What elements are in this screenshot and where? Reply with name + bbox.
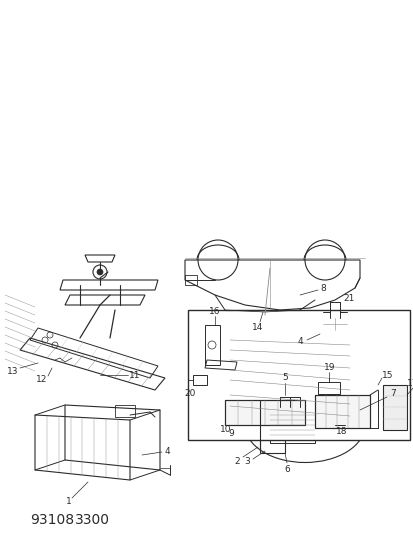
Text: 1: 1 (66, 497, 72, 506)
Text: 3: 3 (244, 457, 249, 466)
Text: 6: 6 (283, 464, 289, 473)
Text: 7: 7 (389, 390, 395, 399)
Text: 19: 19 (323, 364, 335, 373)
Polygon shape (224, 400, 304, 425)
Text: 11: 11 (129, 372, 140, 381)
Text: 13: 13 (7, 367, 19, 376)
Text: 12: 12 (36, 376, 47, 384)
Text: 21: 21 (342, 294, 354, 303)
Text: 8: 8 (319, 284, 325, 293)
Text: 15: 15 (381, 370, 393, 379)
Text: 20: 20 (184, 389, 195, 398)
Text: 2: 2 (234, 456, 239, 465)
Text: 5: 5 (281, 373, 287, 382)
Polygon shape (382, 385, 406, 430)
Text: 3300: 3300 (75, 513, 110, 527)
Text: 4: 4 (297, 337, 302, 346)
Bar (188, 310, 409, 440)
Text: 93108: 93108 (30, 513, 74, 527)
Text: 16: 16 (209, 308, 220, 317)
Circle shape (97, 269, 103, 275)
Polygon shape (314, 395, 369, 428)
Text: 18: 18 (335, 427, 347, 437)
Text: 14: 14 (252, 322, 263, 332)
Text: 4: 4 (164, 448, 169, 456)
Text: 9: 9 (228, 430, 233, 439)
Text: 10: 10 (219, 425, 231, 434)
Text: 17: 17 (406, 379, 413, 389)
